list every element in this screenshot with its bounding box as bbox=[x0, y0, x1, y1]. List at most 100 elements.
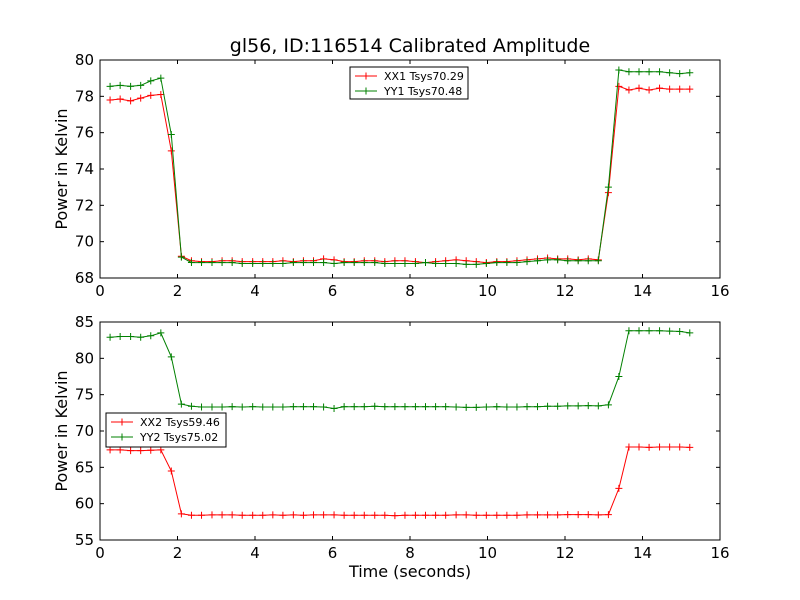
data-point bbox=[656, 327, 664, 335]
data-point bbox=[187, 511, 195, 519]
data-point bbox=[381, 403, 389, 411]
data-point bbox=[299, 511, 307, 519]
data-point bbox=[666, 443, 674, 451]
data-point bbox=[513, 259, 521, 267]
data-point bbox=[116, 81, 124, 89]
x-tick-label: 6 bbox=[328, 282, 338, 300]
data-point bbox=[310, 259, 318, 267]
data-point bbox=[615, 484, 623, 492]
data-point bbox=[167, 130, 175, 138]
y-tick-label: 55 bbox=[75, 531, 94, 549]
data-point bbox=[259, 511, 267, 519]
data-point bbox=[106, 333, 114, 341]
data-point bbox=[198, 259, 206, 267]
data-point bbox=[137, 94, 145, 102]
data-point bbox=[340, 403, 348, 411]
legend-label: YY1 Tsys70.48 bbox=[383, 85, 462, 98]
data-point bbox=[401, 259, 409, 267]
data-point bbox=[127, 82, 135, 90]
y-tick-label: 75 bbox=[75, 386, 94, 404]
data-point bbox=[615, 82, 623, 90]
data-point bbox=[228, 403, 236, 411]
data-point bbox=[310, 403, 318, 411]
data-point bbox=[330, 259, 338, 267]
data-point bbox=[462, 260, 470, 268]
data-point bbox=[218, 511, 226, 519]
legend-box bbox=[105, 412, 227, 448]
data-point bbox=[371, 511, 379, 519]
y-tick-label: 70 bbox=[75, 422, 94, 440]
data-point bbox=[422, 511, 429, 519]
data-point bbox=[503, 403, 511, 411]
data-point bbox=[422, 259, 429, 267]
data-point bbox=[177, 400, 185, 408]
data-point bbox=[513, 511, 521, 519]
x-tick-label: 2 bbox=[173, 544, 183, 562]
data-point bbox=[462, 403, 470, 411]
data-point bbox=[330, 511, 338, 519]
data-point bbox=[381, 511, 389, 519]
data-point bbox=[279, 259, 287, 267]
x-tick-label: 8 bbox=[405, 282, 415, 300]
data-point bbox=[401, 511, 409, 519]
data-point bbox=[350, 511, 358, 519]
data-point bbox=[330, 404, 338, 412]
data-point bbox=[147, 446, 155, 454]
data-point bbox=[645, 327, 653, 335]
data-point bbox=[320, 259, 328, 267]
data-point bbox=[127, 447, 135, 455]
data-point bbox=[269, 259, 277, 267]
legend-swatch-marker bbox=[118, 418, 126, 426]
data-point bbox=[625, 86, 633, 94]
data-point bbox=[249, 511, 257, 519]
data-point bbox=[452, 259, 460, 267]
x-tick-label: 10 bbox=[478, 282, 497, 300]
data-point bbox=[544, 256, 552, 264]
data-point bbox=[208, 403, 216, 411]
data-point bbox=[523, 511, 531, 519]
data-point bbox=[340, 259, 348, 267]
chart-title: gl56, ID:116514 Calibrated Amplitude bbox=[230, 35, 590, 57]
data-point bbox=[127, 333, 135, 341]
data-point bbox=[482, 259, 490, 267]
series-line-2 bbox=[110, 69, 690, 265]
data-point bbox=[187, 402, 195, 410]
x-tick-label: 4 bbox=[250, 282, 260, 300]
x-tick-label: 8 bbox=[405, 544, 415, 562]
data-point bbox=[554, 511, 562, 519]
data-point bbox=[452, 511, 460, 519]
x-axis-label: Time (seconds) bbox=[348, 562, 471, 581]
data-point bbox=[411, 511, 419, 519]
data-point bbox=[137, 81, 145, 89]
legend: XX2 Tsys59.46 YY2 Tsys75.02 bbox=[105, 412, 227, 448]
data-point bbox=[635, 327, 643, 335]
series-line-1 bbox=[110, 85, 690, 264]
x-tick-label: 14 bbox=[633, 544, 652, 562]
x-tick-label: 6 bbox=[328, 544, 338, 562]
data-point bbox=[554, 256, 562, 264]
chart-panel-1: gl56, ID:116514 Calibrated Amplitude 0 2 4 6… bbox=[52, 35, 730, 300]
data-point bbox=[360, 259, 368, 267]
data-point bbox=[442, 511, 450, 519]
data-point bbox=[442, 259, 450, 267]
data-point bbox=[167, 353, 175, 361]
data-point bbox=[360, 511, 368, 519]
data-point bbox=[493, 511, 501, 519]
data-point bbox=[157, 329, 165, 337]
data-point bbox=[676, 327, 684, 335]
x-tick-label: 4 bbox=[250, 544, 260, 562]
legend-swatch-marker bbox=[118, 433, 126, 441]
x-tick-label: 12 bbox=[555, 282, 574, 300]
data-point bbox=[198, 403, 206, 411]
plot-area bbox=[106, 66, 694, 268]
data-point bbox=[279, 511, 287, 519]
data-point bbox=[289, 259, 297, 267]
data-point bbox=[299, 259, 307, 267]
data-point bbox=[625, 327, 633, 335]
data-point bbox=[493, 403, 501, 411]
data-point bbox=[106, 82, 114, 90]
data-point bbox=[594, 511, 602, 519]
y-tick-label: 60 bbox=[75, 495, 94, 513]
data-point bbox=[391, 512, 399, 520]
data-point bbox=[442, 403, 450, 411]
